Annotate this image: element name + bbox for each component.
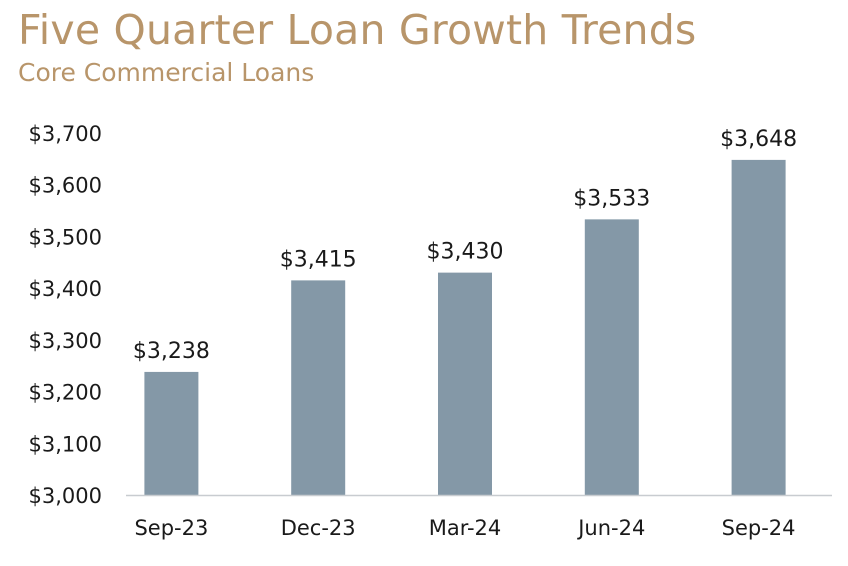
y-tick-label: $3,500: [29, 225, 102, 249]
y-tick-label: $3,100: [29, 432, 102, 456]
y-tick-label: $3,700: [29, 122, 102, 146]
x-tick-label: Jun-24: [576, 516, 645, 540]
data-label: $3,430: [427, 240, 504, 265]
y-tick-label: $3,000: [29, 484, 102, 508]
bar-sep-24: [731, 159, 786, 496]
y-tick-label: $3,600: [29, 174, 102, 198]
x-tick-label: Dec-23: [281, 516, 356, 540]
x-tick-label: Sep-24: [722, 516, 796, 540]
y-tick-label: $3,200: [29, 381, 102, 405]
data-label: $3,415: [280, 247, 357, 272]
bar-dec-23: [291, 280, 346, 495]
bar-jun-24: [584, 219, 639, 495]
bar-sep-23: [144, 371, 199, 495]
y-tick-label: $3,400: [29, 277, 102, 301]
x-tick-label: Mar-24: [429, 516, 502, 540]
x-tick-label: Sep-23: [134, 516, 208, 540]
chart-title: Five Quarter Loan Growth Trends: [18, 6, 697, 54]
y-tick-label: $3,300: [29, 329, 102, 353]
data-label: $3,533: [573, 186, 650, 211]
data-label: $3,648: [720, 127, 797, 152]
chart-subtitle: Core Commercial Loans: [18, 58, 315, 87]
bar-mar-24: [438, 272, 492, 495]
data-label: $3,238: [133, 339, 210, 364]
